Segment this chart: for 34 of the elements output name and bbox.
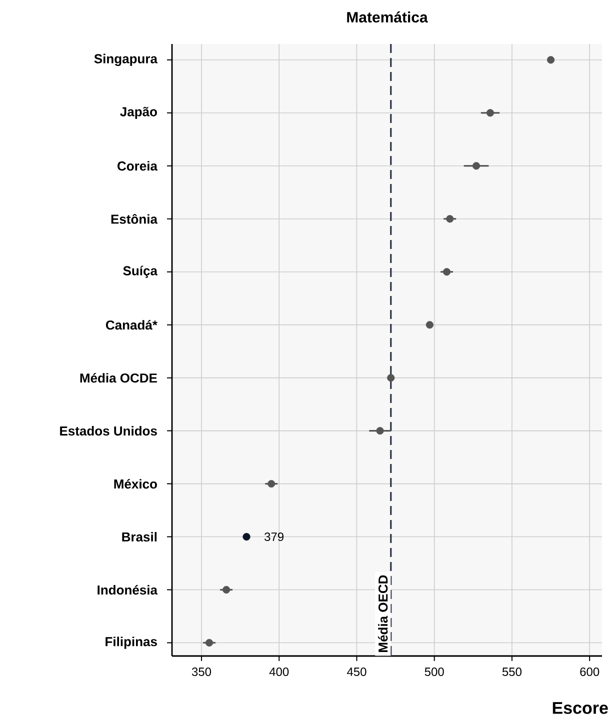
y-tick-label: Canadá* (106, 320, 158, 330)
point (442, 268, 451, 276)
x-tick-label: 550 (502, 668, 522, 676)
x-tick-label: 600 (580, 668, 600, 676)
point (486, 109, 494, 117)
y-tick-label: Singapura (94, 54, 158, 66)
y-tick-label: Japão (120, 106, 157, 119)
y-tick-label: Estônia (111, 214, 158, 224)
point (242, 532, 250, 541)
point (446, 215, 454, 223)
chart-title: Matemática (347, 11, 428, 23)
annotation: 379 (264, 532, 284, 542)
x-axis-title: Escore (552, 702, 608, 714)
point (268, 480, 276, 488)
x-tick-label: 450 (347, 668, 366, 676)
point (222, 586, 230, 594)
ref-line-label: Média OECD (378, 575, 388, 652)
y-tick-label: Brasil (122, 532, 157, 542)
y-tick-label: Indonésia (98, 584, 158, 595)
point (376, 427, 384, 435)
y-tick-label: Estados Unidos (60, 426, 157, 436)
x-tick-label: 350 (192, 668, 212, 676)
point (387, 374, 395, 382)
y-tick-label: Média OCDE (80, 372, 157, 383)
point (546, 56, 555, 64)
point (205, 638, 214, 647)
y-tick-label: Suíça (123, 266, 158, 278)
y-tick-label: México (114, 478, 157, 489)
y-tick-label: Coreia (118, 161, 158, 171)
x-tick-label: 500 (424, 668, 444, 676)
point (472, 162, 480, 170)
y-tick-label: Filipinas (106, 636, 157, 649)
point (426, 321, 434, 329)
x-tick-label: 400 (269, 668, 289, 676)
